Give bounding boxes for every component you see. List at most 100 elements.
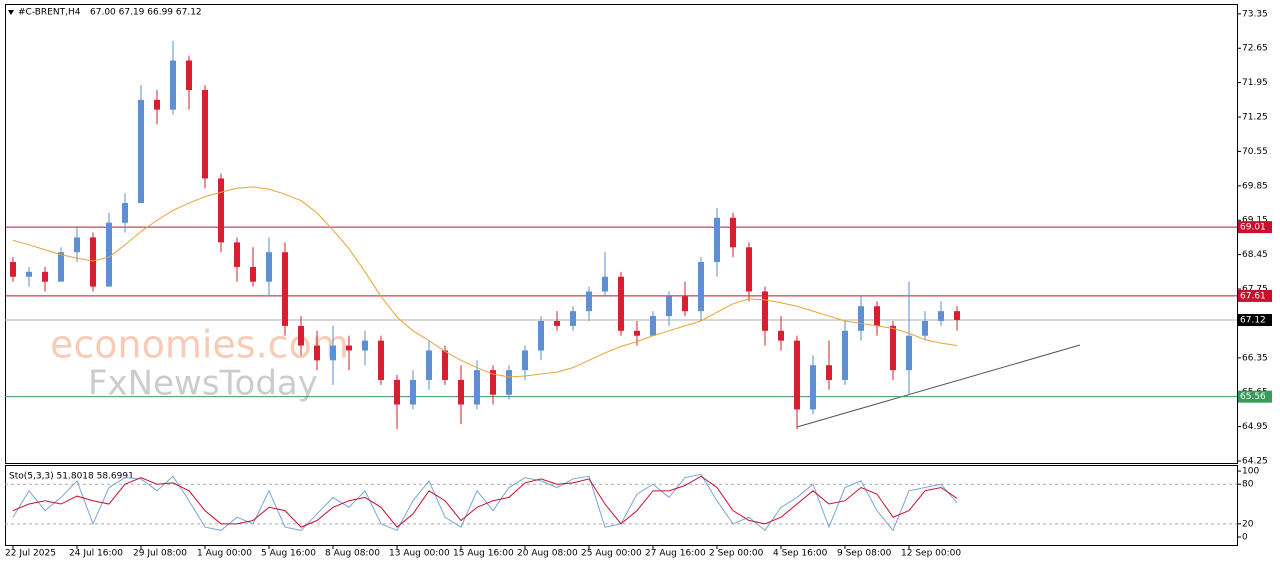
price-badge: [1238, 221, 1272, 234]
candle-body: [90, 237, 96, 287]
candle-body: [698, 262, 704, 312]
watermark: FxNewsToday: [88, 364, 318, 404]
x-tick-label: 1 Aug 00:00: [197, 549, 252, 559]
y-tick-label: 100: [1242, 467, 1259, 477]
candle-body: [74, 237, 80, 253]
menu-arrow: [8, 10, 14, 15]
chart-title: #C-BRENT,H4: [18, 8, 81, 18]
candle-body: [794, 340, 800, 410]
x-tick-label: 20 Aug 08:00: [517, 549, 578, 559]
y-tick-label: 71.25: [1242, 113, 1268, 123]
candle-body: [938, 311, 944, 321]
candle-body: [122, 203, 128, 223]
candle-body: [202, 90, 208, 179]
candle-body: [682, 296, 688, 312]
x-tick-label: 13 Aug 00:00: [389, 549, 450, 559]
price-badge-label: 65.56: [1240, 392, 1266, 402]
candle-body: [250, 266, 256, 282]
y-tick-label: 73.35: [1242, 9, 1268, 19]
candle-body: [586, 291, 592, 312]
candle-body: [298, 325, 304, 346]
price-badge: [1238, 390, 1272, 403]
candle-body: [842, 330, 848, 380]
candle-body: [282, 252, 288, 326]
y-tick-label: 69.15: [1242, 216, 1268, 226]
candle-body: [538, 320, 544, 351]
x-tick-label: 12 Sep 00:00: [901, 549, 961, 559]
candle-body: [810, 365, 816, 410]
candle-body: [874, 306, 880, 326]
candle-body: [346, 345, 352, 351]
y-tick-label: 64.25: [1242, 457, 1268, 467]
candle-body: [330, 345, 336, 361]
candle-body: [234, 242, 240, 267]
price-badge-label: 69.01: [1240, 223, 1266, 233]
y-tick-label: 67.75: [1242, 285, 1268, 295]
candle-body: [426, 350, 432, 380]
price-badge-label: 67.61: [1240, 291, 1266, 301]
candle-body: [362, 340, 368, 351]
candle-body: [314, 345, 320, 361]
stoch-line: [12, 475, 958, 528]
y-tick-label: 69.85: [1242, 181, 1268, 191]
x-tick-label: 8 Aug 08:00: [325, 549, 380, 559]
y-tick-label: 64.95: [1242, 422, 1268, 432]
y-tick-label: 68.45: [1242, 250, 1268, 260]
candle-body: [58, 252, 64, 282]
x-tick-label: 25 Aug 00:00: [581, 549, 642, 559]
candle-body: [778, 330, 784, 341]
candle-body: [106, 222, 112, 287]
x-tick-label: 22 Jul 2025: [5, 549, 56, 559]
y-tick-label: 71.95: [1242, 78, 1268, 88]
stoch-frame: [5, 465, 1238, 546]
candle-body: [730, 217, 736, 248]
candle-body: [42, 271, 48, 282]
candle-body: [618, 276, 624, 331]
candle-body: [186, 60, 192, 91]
y-tick-label: 20: [1242, 519, 1254, 529]
candle-body: [442, 350, 448, 380]
candle-body: [378, 340, 384, 380]
ohlc-text: 67.00 67.19 66.99 67.12: [90, 8, 202, 18]
candle-body: [634, 330, 640, 336]
stoch-line: [12, 473, 958, 532]
candle-body: [890, 325, 896, 371]
candle-body: [490, 370, 496, 395]
y-tick-label: 70.55: [1242, 147, 1268, 157]
candle-body: [570, 311, 576, 326]
candle-body: [954, 311, 960, 320]
candle-body: [522, 350, 528, 371]
moving-average: [12, 186, 958, 378]
x-tick-label: 9 Sep 08:00: [837, 549, 892, 559]
y-tick-label: 66.35: [1242, 353, 1268, 363]
candle-body: [762, 291, 768, 331]
candle-body: [138, 99, 144, 204]
candle-body: [826, 365, 832, 380]
candle-body: [218, 178, 224, 243]
candle-body: [666, 296, 672, 317]
x-tick-label: 29 Jul 08:00: [133, 549, 187, 559]
candle-body: [906, 335, 912, 371]
candle-body: [554, 320, 560, 326]
candle-body: [922, 320, 928, 336]
x-tick-label: 27 Aug 16:00: [645, 549, 706, 559]
x-tick-label: 4 Sep 16:00: [773, 549, 828, 559]
candle-body: [650, 316, 656, 336]
x-tick-label: 5 Aug 16:00: [261, 549, 316, 559]
candle-body: [458, 379, 464, 405]
candle-body: [474, 370, 480, 405]
y-tick-label: 80: [1242, 480, 1254, 490]
candle-body: [170, 60, 176, 110]
x-tick-label: 2 Sep 00:00: [709, 549, 764, 559]
price-badge: [1238, 313, 1272, 326]
watermark: economies.com: [50, 323, 349, 367]
candle-body: [506, 370, 512, 395]
candle-body: [154, 99, 160, 110]
candle-body: [714, 217, 720, 263]
y-tick-label: 0: [1242, 533, 1248, 543]
candle-body: [602, 276, 608, 292]
main-frame: [5, 4, 1238, 464]
candle-body: [10, 262, 16, 277]
